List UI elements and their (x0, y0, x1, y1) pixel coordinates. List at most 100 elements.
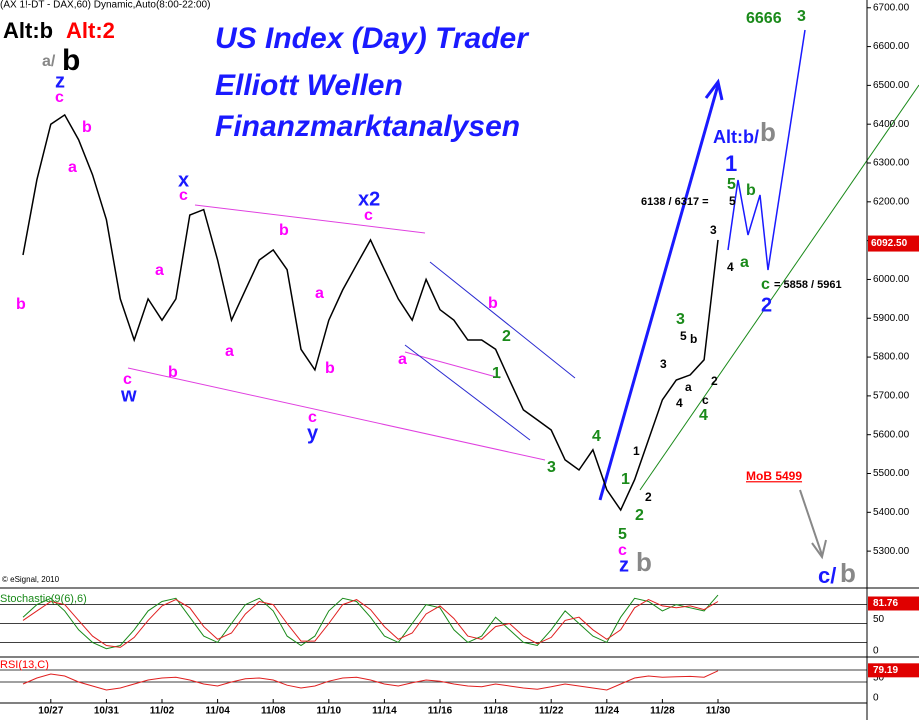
annotation: a (740, 254, 749, 271)
x-tick-label: 11/10 (317, 706, 342, 717)
annotation: = 5858 / 5961 (774, 279, 842, 291)
annotation: b (16, 296, 26, 313)
annotation: RSI(13,C) (0, 659, 49, 671)
annotation: a (155, 262, 164, 279)
annotation: a (225, 343, 234, 360)
annotation: (AX 1!-DT - DAX,60) Dynamic,Auto(8:00-22… (0, 0, 210, 11)
annotation: 6138 / 6317 = (641, 196, 709, 208)
annotation: c (618, 542, 627, 559)
annotation: w (120, 384, 137, 406)
annotation: a/ (42, 53, 56, 70)
annotation: z (55, 70, 65, 92)
annotation: Stochastic(9(6),6) (0, 593, 87, 605)
y-tick-label: 6000.00 (873, 274, 910, 285)
y-tick-label: 6300.00 (873, 158, 910, 169)
channel-line (194, 204, 426, 234)
annotation: Alt:b (3, 18, 53, 43)
arrow-head (811, 539, 827, 560)
annotation: Alt:2 (66, 18, 115, 43)
annotation: US Index (Day) Trader (215, 22, 530, 55)
x-tick-label: 11/16 (428, 706, 453, 717)
y-tick-label: 50 (873, 673, 885, 684)
annotation: 2 (635, 507, 644, 524)
annotation: z (619, 554, 629, 576)
y-tick-label: 6200.00 (873, 196, 910, 207)
annotation: c (179, 187, 188, 204)
annotation: c (55, 89, 64, 106)
annotation: c (761, 276, 770, 293)
x-tick-label: 11/18 (483, 706, 508, 717)
annotation: 3 (710, 223, 717, 237)
channel-line (404, 344, 531, 441)
x-tick-label: 11/08 (261, 706, 286, 717)
annotation: Elliott Wellen (215, 69, 403, 102)
indicator-value: 81.76 (873, 598, 898, 609)
indicator-value-box (868, 663, 919, 678)
annotation: 1 (633, 444, 640, 458)
annotation: a (398, 351, 407, 368)
annotation: 5 (727, 176, 736, 193)
annotation: b (279, 222, 289, 239)
last-price-box (868, 235, 919, 252)
projection-path (727, 29, 806, 271)
projection-arrow (799, 489, 823, 556)
annotation: 5 (680, 329, 687, 343)
annotation: c (308, 409, 317, 426)
annotation: b (690, 332, 697, 346)
channel-line (429, 261, 576, 379)
annotation: b (636, 547, 652, 577)
annotation: 1 (621, 471, 630, 488)
x-tick-label: 10/31 (94, 706, 119, 717)
x-tick-label: 11/22 (539, 706, 564, 717)
annotation: y (307, 422, 319, 444)
y-tick-label: 0 (873, 646, 879, 657)
y-tick-label: 5300.00 (873, 546, 910, 557)
annotation: 4 (699, 407, 708, 424)
x-tick-label: 11/14 (372, 706, 397, 717)
annotation: 5 (729, 194, 736, 208)
annotation: b (840, 558, 856, 588)
annotation: MoB 5499 (746, 469, 802, 483)
channel-line (127, 367, 546, 461)
annotation: Finanzmarktanalysen (215, 110, 520, 143)
annotation: 1 (492, 365, 501, 382)
x-tick-label: 11/24 (595, 706, 620, 717)
annotation: b (82, 119, 92, 136)
indicator-value-box (868, 596, 919, 611)
annotation: 2 (711, 374, 718, 388)
x-tick-label: 11/04 (205, 706, 230, 717)
annotation: © eSignal, 2010 (2, 575, 60, 584)
projection-arrow (598, 84, 720, 501)
annotation: 2 (761, 294, 772, 316)
y-tick-label: 5500.00 (873, 468, 910, 479)
annotation: 1 (725, 151, 737, 176)
y-tick-label: 6500.00 (873, 80, 910, 91)
y-tick-label: 5600.00 (873, 429, 910, 440)
annotation: 4 (592, 428, 601, 445)
annotation: x (178, 169, 189, 191)
indicator-value: 79.19 (873, 665, 898, 676)
annotation: 5 (618, 526, 627, 543)
annotation: b (325, 360, 335, 377)
annotation: c (702, 393, 709, 407)
channel-line (404, 351, 501, 379)
last-price-label: 6092.50 (871, 238, 908, 249)
annotation: 3 (547, 459, 556, 476)
y-tick-label: 6400.00 (873, 119, 910, 130)
annotation: Alt:b/ (713, 127, 759, 147)
annotation: 3 (797, 8, 806, 25)
annotation: b (62, 44, 80, 77)
x-tick-label: 11/28 (650, 706, 675, 717)
annotation: a (685, 380, 692, 394)
annotation: 6666 (746, 10, 782, 27)
y-tick-label: 5700.00 (873, 391, 910, 402)
price-line (22, 113, 719, 512)
annotation: 4 (676, 396, 683, 410)
annotation: b (488, 295, 498, 312)
trend-line (639, 84, 919, 491)
x-tick-label: 11/02 (150, 706, 175, 717)
annotation: 4 (727, 260, 734, 274)
annotation: b (746, 182, 756, 199)
